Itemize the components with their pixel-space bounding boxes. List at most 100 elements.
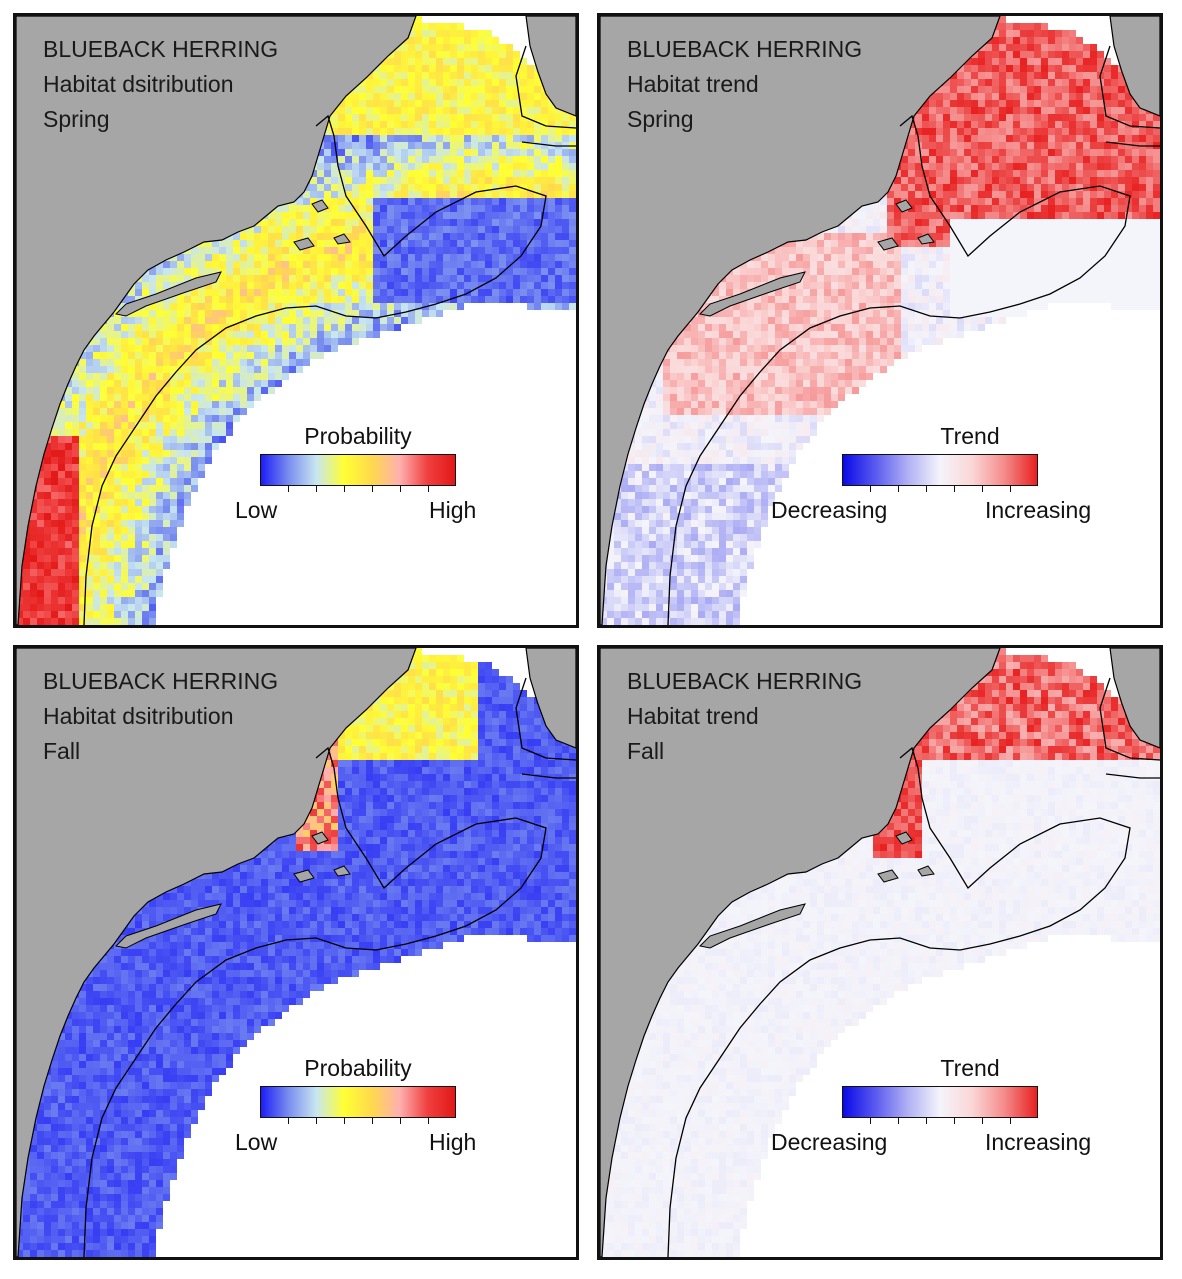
- season: Fall: [43, 738, 81, 764]
- legend-tick: [982, 1118, 983, 1124]
- island: [895, 831, 913, 845]
- depth-contour: [1099, 45, 1160, 129]
- island: [333, 233, 351, 245]
- island: [293, 869, 315, 883]
- season: Fall: [627, 738, 665, 764]
- island: [895, 199, 913, 213]
- legend-tick: [400, 1118, 401, 1124]
- depth-contour: [1099, 677, 1160, 761]
- map-panel-fall-distribution: BLUEBACK HERRING Habitat dsitribution Fall…: [13, 645, 579, 1260]
- legend-tick: [954, 486, 955, 492]
- depth-contour: [515, 45, 576, 129]
- legend-tick: [870, 486, 871, 492]
- species-name: BLUEBACK HERRING: [627, 36, 863, 62]
- legend-tick: [344, 1118, 345, 1124]
- nova-scotia-land: [525, 648, 576, 749]
- map-canvas: [600, 648, 1160, 1257]
- legend-tick: [344, 486, 345, 492]
- legend-high-label: Increasing: [985, 497, 1092, 523]
- legend-title: Trend: [940, 1055, 1000, 1081]
- island: [333, 865, 351, 877]
- depth-contour: [521, 773, 576, 779]
- color-legend: Trend Decreasing Increasing: [771, 423, 1130, 523]
- map-canvas: [16, 648, 576, 1257]
- legend-tick: [372, 486, 373, 492]
- species-name: BLUEBACK HERRING: [43, 36, 279, 62]
- color-legend: Trend Decreasing Increasing: [771, 1055, 1130, 1155]
- legend-color-bar: [842, 1086, 1038, 1118]
- panel-title: BLUEBACK HERRING Habitat dsitribution Fall: [43, 664, 278, 769]
- map-panel-spring-distribution: BLUEBACK HERRING Habitat dsitribution Spri…: [13, 13, 579, 628]
- island: [917, 233, 935, 245]
- legend-tick: [372, 1118, 373, 1124]
- legend-tick: [1010, 1118, 1011, 1124]
- legend-tick: [1010, 486, 1011, 492]
- panel-title: BLUEBACK HERRING Habitat trend Fall: [627, 664, 862, 769]
- legend-tick: [954, 1118, 955, 1124]
- depth-contour: [667, 114, 1131, 625]
- map-type: Habitat trend: [627, 71, 759, 97]
- island: [917, 865, 935, 877]
- legend-color-bar: [842, 454, 1038, 486]
- legend-tick: [288, 1118, 289, 1124]
- map-type: Habitat trend: [627, 703, 759, 729]
- season: Spring: [43, 106, 110, 132]
- legend-title: Probability: [304, 423, 412, 449]
- habitat-raster: [16, 648, 576, 1257]
- legend-tick: [982, 486, 983, 492]
- legend-tick: [288, 486, 289, 492]
- season: Spring: [627, 106, 694, 132]
- legend-low-label: Low: [235, 1129, 278, 1155]
- depth-contour: [521, 141, 576, 147]
- legend-title: Probability: [304, 1055, 412, 1081]
- nova-scotia-land: [1109, 16, 1160, 117]
- legend-tick: [898, 1118, 899, 1124]
- legend-high-label: High: [429, 497, 477, 523]
- legend-tick: [400, 486, 401, 492]
- depth-contour: [515, 677, 576, 761]
- legend-tick: [898, 486, 899, 492]
- legend-title: Trend: [940, 423, 1000, 449]
- legend-tick: [316, 1118, 317, 1124]
- legend-tick: [926, 1118, 927, 1124]
- species-name: BLUEBACK HERRING: [627, 668, 863, 694]
- legend-tick: [428, 1118, 429, 1124]
- legend-tick: [428, 486, 429, 492]
- color-legend: Probability Low High: [228, 1055, 488, 1155]
- legend-high-label: Increasing: [985, 1129, 1092, 1155]
- map-canvas: [600, 16, 1160, 625]
- legend-color-bar: [260, 1086, 456, 1118]
- species-name: BLUEBACK HERRING: [43, 668, 279, 694]
- island: [114, 271, 222, 317]
- legend-tick: [870, 1118, 871, 1124]
- nova-scotia-land: [1109, 648, 1160, 749]
- island: [311, 199, 329, 213]
- depth-contour: [1105, 141, 1160, 147]
- island: [311, 831, 329, 845]
- depth-contour: [83, 114, 547, 625]
- nova-scotia-land: [525, 16, 576, 117]
- depth-contour: [1105, 773, 1160, 779]
- island: [293, 237, 315, 251]
- island: [114, 903, 222, 949]
- panel-title: BLUEBACK HERRING Habitat dsitribution Spri…: [43, 32, 278, 137]
- legend-tick: [316, 486, 317, 492]
- legend-tick: [926, 486, 927, 492]
- island: [877, 237, 899, 251]
- color-legend: Probability Low High: [228, 423, 488, 523]
- legend-color-bar: [260, 454, 456, 486]
- legend-high-label: High: [429, 1129, 477, 1155]
- map-panel-fall-trend: BLUEBACK HERRING Habitat trend Fall Trend De…: [597, 645, 1163, 1260]
- legend-low-label: Decreasing: [771, 497, 888, 523]
- island: [877, 869, 899, 883]
- legend-low-label: Decreasing: [771, 1129, 888, 1155]
- depth-contour: [83, 746, 547, 1257]
- island: [698, 271, 806, 317]
- map-type: Habitat dsitribution: [43, 71, 234, 97]
- legend-low-label: Low: [235, 497, 278, 523]
- depth-contour: [667, 746, 1131, 1257]
- map-type: Habitat dsitribution: [43, 703, 234, 729]
- map-panel-spring-trend: BLUEBACK HERRING Habitat trend Spring Trend…: [597, 13, 1163, 628]
- island: [698, 903, 806, 949]
- panel-title: BLUEBACK HERRING Habitat trend Spring: [627, 32, 862, 137]
